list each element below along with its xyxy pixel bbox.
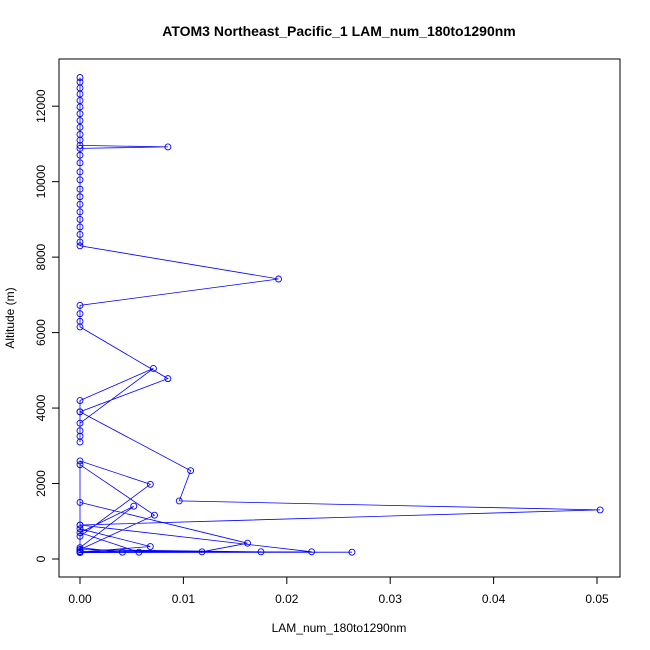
data-point: [76, 301, 84, 309]
data-point: [76, 176, 84, 184]
data-point: [76, 323, 84, 331]
data-point: [244, 539, 251, 547]
data-point: [76, 529, 84, 537]
y-tick-label: 8000: [34, 243, 48, 270]
x-tick-label: 0.03: [379, 592, 403, 606]
data-point: [76, 521, 84, 529]
data-point: [146, 480, 154, 488]
y-axis-label: Altitude (m): [3, 287, 17, 348]
x-tick-label: 0.00: [68, 592, 92, 606]
data-point: [76, 532, 84, 540]
data-point: [76, 223, 84, 231]
y-tick-label: 2000: [34, 470, 48, 497]
data-point: [596, 506, 604, 514]
data-point: [76, 397, 84, 404]
series-line: [78, 77, 601, 554]
y-tick-label: 6000: [34, 319, 48, 346]
data-point: [76, 408, 84, 416]
data-point: [76, 200, 84, 208]
data-point: [76, 215, 84, 223]
data-point: [76, 546, 84, 554]
x-tick-label: 0.02: [275, 592, 299, 606]
chart-title: ATOM3 Northeast_Pacific_1 LAM_num_180to1…: [162, 23, 516, 39]
x-tick-label: 0.04: [482, 592, 506, 606]
y-tick-label: 4000: [34, 394, 48, 421]
data-point: [76, 123, 84, 131]
data-point: [76, 498, 84, 506]
plot-frame: [58, 58, 621, 578]
data-point: [187, 467, 195, 475]
data-point: [308, 548, 316, 556]
data-point: [76, 74, 84, 81]
data-point: [257, 548, 265, 556]
y-axis: 0 2000 4000 6000 8000 10000 12000: [34, 89, 60, 562]
data-point: [76, 144, 84, 152]
data-point: [76, 110, 84, 118]
data-point: [76, 141, 84, 149]
y-tick-label: 10000: [34, 165, 48, 199]
data-point: [76, 168, 84, 176]
data-point: [76, 438, 84, 446]
data-point: [76, 151, 84, 159]
data-point: [130, 502, 138, 510]
data-point: [275, 275, 282, 283]
data-point: [76, 525, 84, 533]
data-point: [76, 461, 84, 469]
data-point: [76, 310, 84, 318]
data-point: [76, 117, 84, 124]
data-point: [76, 231, 84, 238]
y-tick-label: 0: [34, 555, 48, 562]
data-point: [76, 238, 84, 246]
data-point: [76, 548, 84, 556]
series-line-0: [78, 77, 601, 554]
x-tick-label: 0.05: [585, 592, 609, 606]
data-point: [76, 193, 84, 201]
data-point: [76, 185, 84, 193]
data-point: [76, 159, 84, 167]
data-point: [76, 242, 84, 250]
data-point: [348, 548, 356, 556]
data-point: [76, 136, 84, 144]
data-point: [76, 419, 84, 427]
data-point: [76, 544, 84, 552]
data-point: [164, 143, 172, 151]
data-point: [76, 103, 84, 111]
data-point: [76, 457, 84, 465]
y-tick-label: 12000: [34, 89, 48, 123]
data-point: [164, 375, 172, 383]
data-point: [76, 208, 84, 216]
data-point: [150, 511, 158, 519]
x-axis-label: LAM_num_180to1290nm: [272, 621, 407, 635]
x-axis: 0.00 0.01 0.02 0.03 0.04 0.05: [68, 576, 609, 606]
data-point: [175, 497, 183, 505]
data-point: [198, 548, 206, 556]
data-point: [149, 364, 157, 372]
x-tick-label: 0.01: [172, 592, 196, 606]
data-point: [118, 548, 126, 556]
data-point: [135, 548, 143, 556]
series-points: [76, 74, 604, 557]
data-point: [146, 543, 154, 550]
